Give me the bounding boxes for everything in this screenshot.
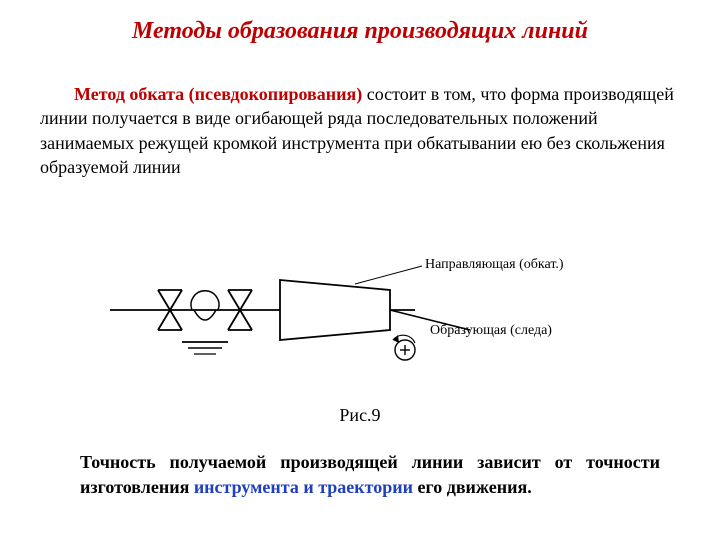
bottom-paragraph: Точность получаемой производящей линии з… <box>80 450 660 500</box>
page-title: Методы образования производящих линий <box>0 18 720 45</box>
main-paragraph: Метод обката (псевдокопирования) состоит… <box>40 82 680 179</box>
bottom-blue: инструмента и траектории <box>194 477 413 497</box>
label-guide: Направляющая (обкат.) <box>425 257 564 272</box>
figure-caption: Рис.9 <box>0 405 720 426</box>
diagram-svg: Направляющая (обкат.) Образующая (следа) <box>110 230 610 400</box>
slide-page: Методы образования производящих линий Ме… <box>0 0 720 540</box>
paragraph-lead: Метод обката (псевдокопирования) <box>74 84 367 104</box>
figure-diagram: Направляющая (обкат.) Образующая (следа) <box>110 230 610 400</box>
label-form: Образующая (следа) <box>430 323 552 338</box>
bottom-post: его движения. <box>413 477 532 497</box>
